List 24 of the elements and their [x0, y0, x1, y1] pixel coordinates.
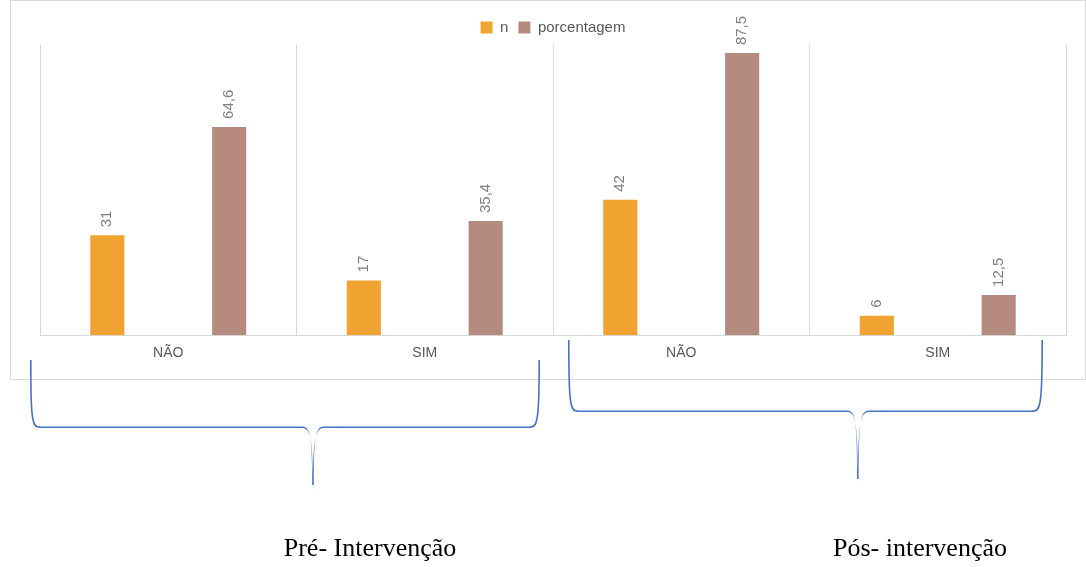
- data-label: 64,6: [219, 89, 237, 119]
- data-label: 42: [610, 175, 628, 192]
- x-tick-label: SIM: [412, 344, 438, 361]
- data-label: 17: [353, 255, 371, 273]
- bar: [346, 280, 381, 336]
- x-tick-label: NÃO: [666, 344, 697, 361]
- data-label: 35,4: [475, 183, 493, 214]
- bar: [212, 126, 247, 336]
- bar: [468, 221, 503, 336]
- x-tick-label: NÃO: [153, 344, 184, 361]
- bar: [859, 315, 894, 336]
- legend-label: porcentagem: [537, 17, 626, 35]
- bar: [981, 294, 1016, 336]
- data-label: 12,5: [988, 257, 1006, 287]
- text: Pré- Intervenção: [283, 533, 457, 563]
- data-label: 31: [97, 210, 115, 228]
- bar: [725, 53, 760, 336]
- text: Pós- intervenção: [832, 533, 1008, 563]
- legend-label: n: [500, 17, 509, 35]
- bar: [603, 199, 638, 336]
- x-tick-label: SIM: [925, 344, 951, 361]
- bar: [90, 235, 125, 336]
- data-label: 87,5: [732, 15, 750, 46]
- data-label: 6: [866, 299, 884, 308]
